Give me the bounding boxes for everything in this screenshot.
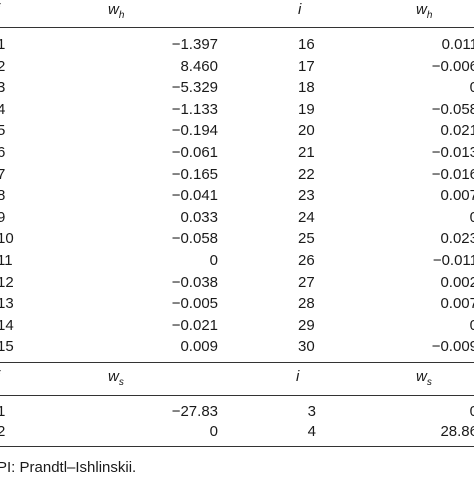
table-cell: 28.86 [440,423,474,440]
table-cell: 0.021 [440,122,474,140]
table-cell: 12 [0,273,14,291]
table-cell: 1 [0,36,6,53]
table-cell: −5.329 [171,79,218,97]
table-cell: 0 [469,208,474,226]
table-cell: 9 [0,208,6,226]
table-cell: 0.002 [440,273,474,291]
table-cell: 19 [298,100,315,118]
table-cell: 0 [469,403,474,420]
table-cell: 17 [298,57,315,75]
table-cell: 28 [298,295,315,313]
table-cell: 6 [0,144,6,161]
table-cell: 0 [209,252,218,269]
table-cell: 15 [0,338,14,356]
symbol: w [108,1,119,18]
table-cell: −0.013 [431,144,474,161]
table-cell: 25 [298,230,315,248]
table-cell: −0.009 [431,338,474,356]
table-cell: 29 [298,316,315,334]
table-cell: −1.133 [171,100,218,118]
table-cell: 21 [298,144,315,161]
symbol: w [416,368,427,385]
rule [0,446,474,447]
table-cell: 23 [298,187,315,205]
rule [0,362,474,363]
symbol: i [296,368,300,385]
table-cell: −0.038 [171,273,218,291]
table-cell: 8.460 [180,57,218,75]
column-header: ws [108,368,124,392]
table-cell: 1 [0,403,6,420]
column-header: wh [416,1,432,25]
table-cell: 0 [469,316,474,334]
table-cell: 7 [0,165,6,183]
table-cell: 4 [307,423,316,440]
subscript: s [118,377,124,388]
symbol: w [416,1,427,18]
column-header: wh [108,1,124,25]
table-cell: 13 [0,295,14,313]
table-cell: 0.009 [180,338,218,356]
table-cell: 0 [469,79,474,97]
table-cell: −0.058 [171,230,218,248]
symbol: i [298,1,302,18]
table-cell: 0 [209,423,218,440]
table-cell: −0.165 [171,165,218,183]
table-cell: −0.021 [171,316,218,334]
table-cell: −0.058 [431,100,474,118]
table-cell: 14 [0,316,14,334]
table-cell: −0.005 [171,295,218,313]
table-cell: 10 [0,230,14,248]
subscript: h [118,10,125,21]
subscript: h [426,10,433,21]
column-header: ws [416,368,432,392]
table-cell: 2 [0,57,6,75]
table-cell: 0.023 [440,230,474,248]
subscript: s [426,377,432,388]
table-cell: 3 [307,403,316,420]
table-cell: 4 [0,100,6,118]
table-cell: 0.007 [440,187,474,205]
table-cell: −0.061 [171,144,218,161]
table-cell: 2 [0,423,6,440]
table-cell: 30 [298,338,315,356]
table-cell: −0.194 [171,122,218,140]
table-cell: −27.83 [171,403,218,420]
table-cell: 3 [0,79,6,97]
symbol: w [108,368,119,385]
table-cell: 27 [298,273,315,291]
table-cell: 20 [298,122,315,140]
table-cell: 18 [298,79,315,97]
table-cell: 11 [0,252,13,269]
table-cell: 0.033 [180,208,218,226]
table-cell: 24 [298,208,315,226]
table-cell: 8 [0,187,6,205]
column-header: i [296,368,299,386]
table-cell: 0.007 [440,295,474,313]
table-cell: 5 [0,122,6,140]
table-cell: −0.016 [431,165,474,183]
footnote: PI: Prandtl–Ishlinskii. [0,459,137,476]
table-cell: 22 [298,165,315,183]
table-cell: 16 [298,36,315,53]
table-cell: 26 [298,252,315,269]
table-cell: −0.011 [432,252,474,269]
table-cell: −0.041 [171,187,218,205]
table-cell: −1.397 [171,36,218,53]
table-cell: 0.011 [441,36,474,53]
column-header: i [298,1,301,19]
table-cell: −0.006 [431,57,474,75]
rule [0,395,474,396]
rule [0,27,474,28]
